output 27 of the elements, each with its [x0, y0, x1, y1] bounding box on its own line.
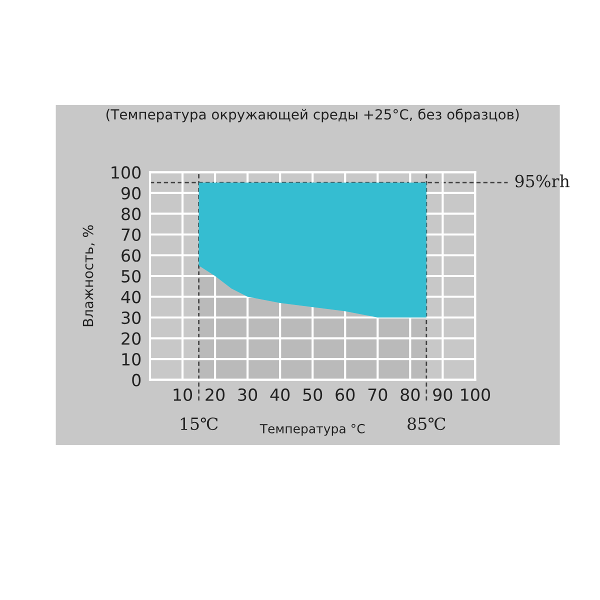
- x-tick-label: 90: [433, 388, 452, 402]
- x-tick-label: 70: [368, 388, 388, 402]
- y-axis-title: Влажность, %: [82, 225, 95, 326]
- y-tick-label: 60: [122, 249, 141, 262]
- x-tick-label: 30: [238, 388, 258, 402]
- ref-line-label: 95%rh: [515, 174, 570, 188]
- y-tick-label: 90: [122, 186, 141, 200]
- x-tick-label: 100: [461, 388, 490, 402]
- x-tick-label: 50: [303, 388, 322, 402]
- y-tick-label: 50: [122, 270, 141, 283]
- x-tick-label: 10: [174, 388, 192, 402]
- chart-title: (Температура окружающей среды +25°C, без образцов): [106, 108, 519, 122]
- x-tick-label: 40: [270, 388, 290, 402]
- x-tick-label: 20: [206, 388, 225, 402]
- x-axis-title: Температура °C: [260, 424, 365, 436]
- y-tick-label: 30: [122, 311, 141, 324]
- y-tick-label: 80: [122, 208, 141, 220]
- y-tick-label: 0: [132, 374, 141, 386]
- x-tick-label: 60: [336, 388, 355, 402]
- y-tick-label: 20: [122, 332, 141, 345]
- ref-line-label: 85℃: [408, 417, 446, 430]
- x-tick-label: 80: [400, 388, 420, 402]
- y-tick-label: 70: [122, 228, 141, 242]
- y-tick-label: 10: [122, 353, 141, 366]
- ref-line-label: 15℃: [180, 417, 218, 430]
- y-tick-label: 40: [121, 290, 141, 304]
- y-tick-label: 100: [112, 166, 141, 179]
